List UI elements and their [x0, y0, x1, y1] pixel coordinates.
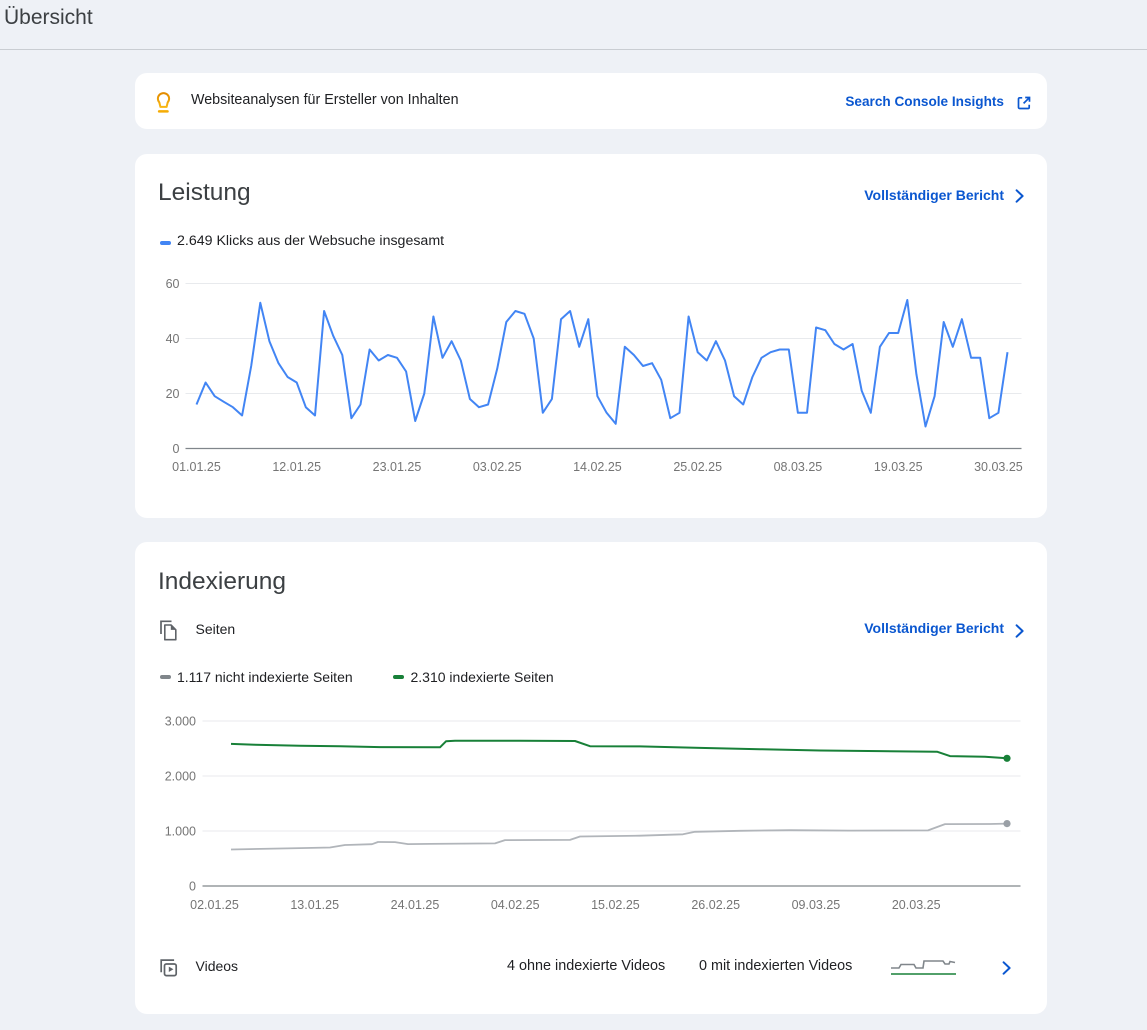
- svg-text:20: 20: [166, 387, 180, 401]
- svg-text:25.02.25: 25.02.25: [673, 460, 722, 474]
- svg-text:19.03.25: 19.03.25: [874, 460, 923, 474]
- svg-text:09.03.25: 09.03.25: [792, 898, 841, 912]
- svg-text:30.03.25: 30.03.25: [974, 460, 1023, 474]
- svg-text:0: 0: [173, 442, 180, 456]
- svg-text:23.01.25: 23.01.25: [373, 460, 422, 474]
- svg-text:13.01.25: 13.01.25: [290, 898, 339, 912]
- svg-text:1.000: 1.000: [165, 825, 196, 839]
- svg-text:02.01.25: 02.01.25: [190, 898, 239, 912]
- svg-text:24.01.25: 24.01.25: [391, 898, 440, 912]
- svg-text:04.02.25: 04.02.25: [491, 898, 540, 912]
- svg-text:15.02.25: 15.02.25: [591, 898, 640, 912]
- svg-text:3.000: 3.000: [165, 715, 196, 729]
- svg-text:26.02.25: 26.02.25: [691, 898, 740, 912]
- svg-text:0: 0: [189, 880, 196, 894]
- svg-text:08.03.25: 08.03.25: [774, 460, 823, 474]
- svg-text:03.02.25: 03.02.25: [473, 460, 522, 474]
- svg-text:01.01.25: 01.01.25: [172, 460, 221, 474]
- svg-text:12.01.25: 12.01.25: [272, 460, 321, 474]
- svg-text:40: 40: [166, 332, 180, 346]
- svg-text:2.000: 2.000: [165, 770, 196, 784]
- svg-text:20.03.25: 20.03.25: [892, 898, 941, 912]
- svg-text:14.02.25: 14.02.25: [573, 460, 622, 474]
- svg-text:60: 60: [166, 277, 180, 291]
